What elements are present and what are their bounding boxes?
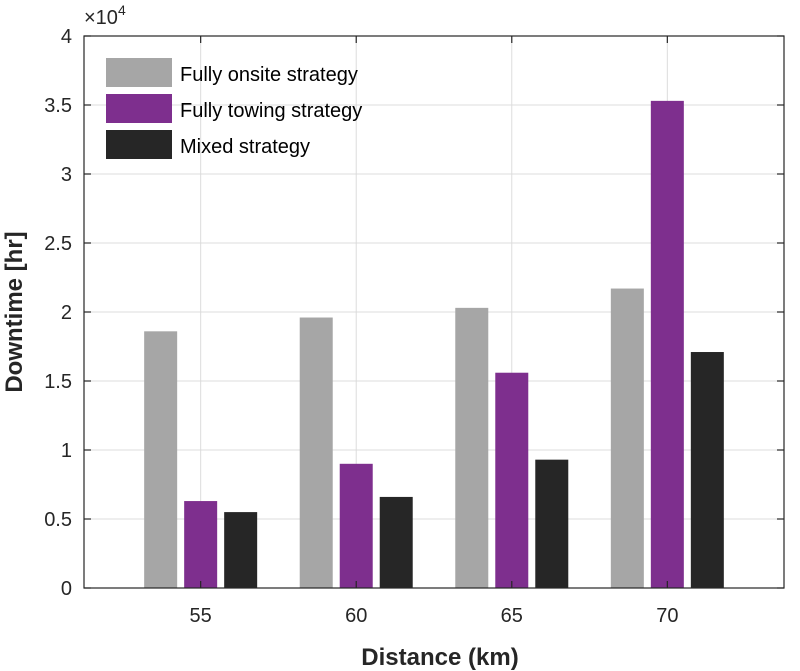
multiplier-exponent: 4 bbox=[118, 2, 126, 18]
y-axis-title: Downtime [hr] bbox=[1, 231, 28, 392]
bar-series-1-60 bbox=[339, 463, 373, 588]
bar-series-1-70 bbox=[650, 100, 684, 589]
y-tick-label: 0 bbox=[61, 578, 72, 600]
bar-series-0-70 bbox=[610, 288, 644, 588]
bar-series-2-70 bbox=[690, 352, 724, 588]
y-tick-label: 3.5 bbox=[44, 95, 72, 117]
bar-series-2-55 bbox=[224, 512, 258, 588]
x-axis-title: Distance (km) bbox=[361, 644, 518, 671]
y-tick-label: 3 bbox=[61, 164, 72, 186]
legend-label: Fully towing strategy bbox=[180, 100, 362, 122]
y-tick-label: 1.5 bbox=[44, 371, 72, 393]
y-tick-label: 0.5 bbox=[44, 509, 72, 531]
legend-swatch bbox=[106, 58, 172, 87]
x-tick-label: 70 bbox=[656, 605, 678, 627]
legend: Fully onsite strategy Fully towing strate… bbox=[106, 58, 362, 159]
legend-swatch bbox=[106, 130, 172, 159]
multiplier-base: ×10 bbox=[84, 7, 118, 29]
bar-series-0-60 bbox=[299, 317, 333, 588]
bar-series-2-65 bbox=[535, 459, 569, 588]
bars bbox=[144, 100, 724, 589]
bar-series-1-55 bbox=[184, 501, 218, 588]
bar-series-2-60 bbox=[379, 496, 413, 588]
legend-label: Mixed strategy bbox=[180, 136, 310, 158]
y-tick-label: 4 bbox=[61, 26, 72, 48]
legend-swatch bbox=[106, 94, 172, 123]
y-tick-label: 1 bbox=[61, 440, 72, 462]
x-tick-label: 65 bbox=[501, 605, 523, 627]
bar-series-0-65 bbox=[455, 307, 489, 588]
x-tick-label: 60 bbox=[345, 605, 367, 627]
y-axis-multiplier: ×104 bbox=[84, 2, 126, 29]
bar-series-0-55 bbox=[144, 331, 178, 588]
y-tick-label: 2.5 bbox=[44, 233, 72, 255]
x-axis-ticks: 55 60 65 70 bbox=[190, 36, 678, 627]
legend-label: Fully onsite strategy bbox=[180, 64, 358, 86]
y-axis-ticks: 0 0.5 1 1.5 2 2.5 3 3.5 4 bbox=[44, 26, 784, 600]
bar-series-1-65 bbox=[495, 372, 529, 588]
x-tick-label: 55 bbox=[190, 605, 212, 627]
y-tick-label: 2 bbox=[61, 302, 72, 324]
